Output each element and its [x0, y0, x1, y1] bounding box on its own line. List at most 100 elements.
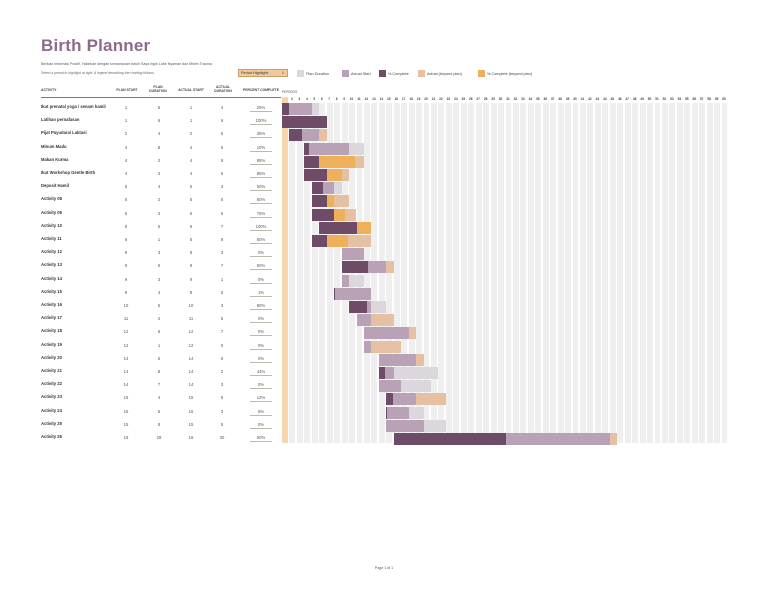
activity-name[interactable]: Ikut prenatal yoga / senam hamil	[41, 104, 106, 109]
table-row[interactable]: Activity 14 9 3 9 1 0%	[41, 275, 281, 290]
table-row[interactable]: Activity 08 5 2 5 5 60%	[41, 197, 281, 210]
activity-name[interactable]: Activity 25	[41, 420, 62, 426]
activity-name[interactable]: Latihan pernafasan	[41, 117, 80, 123]
table-row[interactable]: Minum Madu 4 8 4 6 10%	[41, 143, 281, 158]
period-number[interactable]: 53	[670, 97, 674, 101]
activity-name[interactable]: Activity 12	[41, 249, 62, 255]
table-row[interactable]: Activity 22 14 7 14 3 0%	[41, 382, 281, 395]
period-number[interactable]: 6	[320, 97, 323, 101]
period-number[interactable]: 37	[550, 97, 555, 101]
table-row[interactable]: Latihan pernafasan 1 6 1 6 100%	[41, 118, 281, 131]
activity-name[interactable]: Activity 16	[41, 302, 62, 307]
table-row[interactable]: Activity 17 11 2 11 5 0%	[41, 316, 281, 329]
period-number[interactable]: 55	[685, 97, 689, 101]
table-row[interactable]: Pijat Payudara/ Laktasi 2 4 2 5 35%	[41, 131, 281, 144]
period-number[interactable]: 28	[483, 97, 488, 101]
activity-name[interactable]: Activity 14	[41, 275, 62, 281]
activity-name[interactable]: Activity 13	[41, 262, 62, 268]
period-number[interactable]: 49	[640, 97, 644, 101]
period-number[interactable]: 57	[699, 97, 704, 101]
period-number[interactable]: 38	[558, 97, 562, 101]
activity-name[interactable]: Activity 09	[41, 209, 62, 215]
period-number[interactable]: 60	[722, 97, 726, 101]
table-row[interactable]: Activity 16 10 5 10 3 80%	[41, 302, 281, 316]
activity-name[interactable]: Activity 23	[41, 394, 62, 400]
period-highlight-field[interactable]: Period Highlight: 1	[238, 69, 288, 77]
period-number[interactable]: 48	[632, 97, 637, 101]
period-number[interactable]: 33	[521, 97, 525, 101]
table-row[interactable]: Ikut prenatal yoga / senam hamil 1 5 1 4 25%	[41, 104, 281, 118]
activity-name[interactable]: Activity 18	[41, 328, 62, 334]
period-number[interactable]: 39	[565, 97, 570, 101]
table-row[interactable]: Activity 12 9 3 9 3 0%	[41, 250, 281, 263]
period-number[interactable]: 46	[617, 97, 622, 101]
table-row[interactable]: Activity 26 16 29 16 30 50%	[41, 434, 281, 448]
period-number[interactable]: 36	[543, 97, 548, 101]
period-number[interactable]: 18	[409, 97, 413, 101]
period-number[interactable]: 47	[625, 97, 629, 101]
period-number[interactable]: 9	[343, 97, 345, 101]
period-number[interactable]: 59	[714, 97, 719, 101]
period-number[interactable]: 50	[647, 97, 652, 101]
activity-name[interactable]: Activity 10	[41, 222, 62, 228]
period-number[interactable]: 40	[573, 97, 577, 101]
activity-name[interactable]: Ikut Workshop Gentle Birth	[41, 170, 96, 175]
period-number[interactable]: 44	[603, 97, 607, 101]
period-number[interactable]: 13	[372, 97, 376, 101]
table-row[interactable]: Activity 20 14 5 14 6 0%	[41, 355, 281, 369]
period-number[interactable]: 15	[387, 97, 391, 101]
activity-name[interactable]: Activity 19	[41, 341, 62, 347]
period-number[interactable]: 42	[588, 97, 592, 101]
period-number[interactable]: 19	[416, 97, 421, 101]
period-number[interactable]: 7	[328, 97, 331, 101]
table-row[interactable]: Activity 09 5 3 5 6 75%	[41, 209, 281, 224]
activity-name[interactable]: Activity 11	[41, 236, 62, 241]
table-row[interactable]: Activity 24 15 5 15 3 5%	[41, 407, 281, 422]
activity-name[interactable]: Makan Kurma	[41, 156, 69, 162]
table-row[interactable]: Ikut Workshop Gentle Birth 4 3 4 6 85%	[41, 170, 281, 184]
activity-name[interactable]: Activity 26	[41, 434, 62, 439]
period-number[interactable]: 24	[454, 97, 458, 101]
activity-name[interactable]: Activity 24	[41, 407, 62, 413]
activity-name[interactable]: Minum Madu	[41, 143, 67, 149]
period-number[interactable]: 51	[655, 97, 659, 101]
table-row[interactable]: Activity 23 15 4 15 8 12%	[41, 395, 281, 408]
period-number[interactable]: 54	[677, 97, 682, 101]
period-number[interactable]: 56	[692, 97, 697, 101]
activity-name[interactable]: Deposit Hamil	[41, 183, 69, 189]
activity-name[interactable]: Activity 08	[41, 196, 62, 202]
table-row[interactable]: Activity 25 15 8 15 5 0%	[41, 420, 281, 435]
table-row[interactable]: Activity 11 6 1 5 8 60%	[41, 236, 281, 250]
period-number[interactable]: 29	[491, 97, 495, 101]
period-number[interactable]: 26	[468, 97, 473, 101]
period-number[interactable]: 10	[349, 97, 354, 101]
activity-name[interactable]: Pijat Payudara/ Laktasi	[41, 130, 87, 136]
activity-name[interactable]: Activity 15	[41, 288, 62, 294]
period-number[interactable]: 27	[476, 97, 480, 101]
period-number[interactable]: 17	[401, 97, 406, 101]
period-number[interactable]: 23	[446, 97, 451, 101]
activity-name[interactable]: Activity 21	[41, 368, 62, 373]
table-row[interactable]: Activity 15 9 4 8 5 1%	[41, 288, 281, 303]
period-number[interactable]: 31	[506, 97, 510, 101]
table-row[interactable]: Activity 18 12 6 12 7 0%	[41, 329, 281, 342]
period-number[interactable]: 2	[291, 97, 293, 101]
period-number[interactable]: 16	[394, 97, 399, 101]
period-highlight-value[interactable]: 1	[281, 71, 284, 75]
period-number[interactable]: 52	[662, 97, 667, 101]
table-row[interactable]: Makan Kurma 4 2 4 8 85%	[41, 156, 281, 171]
activity-name[interactable]: Activity 17	[41, 315, 62, 321]
period-number[interactable]: 8	[335, 97, 338, 101]
period-number[interactable]: 22	[439, 97, 443, 101]
period-number[interactable]: 30	[498, 97, 503, 101]
period-number[interactable]: 25	[461, 97, 466, 101]
period-number[interactable]: 43	[595, 97, 600, 101]
period-number[interactable]: 41	[580, 97, 585, 101]
table-row[interactable]: Activity 21 14 8 14 2 44%	[41, 368, 281, 382]
table-row[interactable]: Deposit Hamil 5 4 5 3 50%	[41, 184, 281, 197]
table-row[interactable]: Activity 10 6 5 6 7 100%	[41, 222, 281, 237]
period-number[interactable]: 14	[379, 97, 384, 101]
period-number[interactable]: 11	[357, 97, 361, 101]
period-number[interactable]: 32	[513, 97, 518, 101]
period-number[interactable]: 4	[305, 97, 308, 101]
